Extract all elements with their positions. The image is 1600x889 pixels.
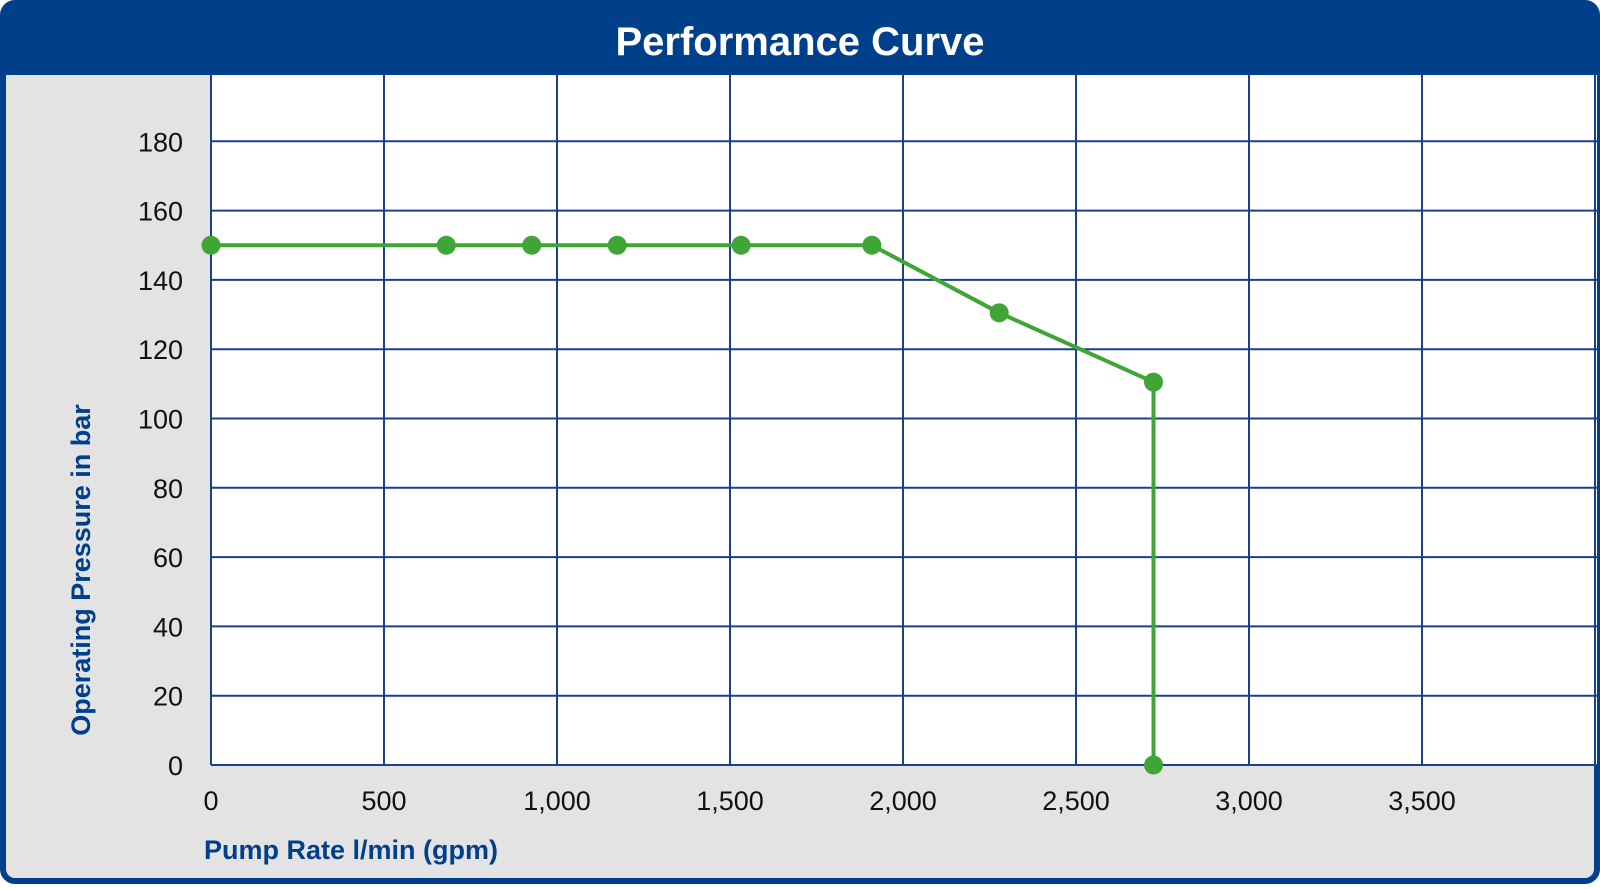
data-point [436, 235, 456, 255]
x-axis-title: Pump Rate l/min (gpm) [204, 835, 498, 865]
y-tick-label: 180 [138, 127, 183, 157]
data-point [201, 235, 221, 255]
data-point [1144, 755, 1164, 775]
grid-lines [210, 75, 1597, 766]
y-tick-label: 120 [138, 335, 183, 365]
y-tick-label: 100 [138, 405, 183, 435]
x-tick-label: 3,500 [1388, 786, 1456, 816]
x-tick-label: 2,500 [1042, 786, 1110, 816]
data-point [1144, 372, 1164, 392]
y-tick-label: 160 [138, 197, 183, 227]
y-tick-label: 140 [138, 266, 183, 296]
x-tick-label: 2,000 [869, 786, 937, 816]
x-tick-label: 1,000 [523, 786, 591, 816]
x-tick-label: 1,500 [696, 786, 764, 816]
data-point [862, 235, 882, 255]
y-tick-label: 20 [153, 682, 183, 712]
x-tick-label: 500 [361, 786, 406, 816]
y-tick-label: 80 [153, 474, 183, 504]
chart-title: Performance Curve [615, 20, 984, 64]
x-tick-label: 3,000 [1215, 786, 1283, 816]
data-point [607, 235, 627, 255]
y-tick-label: 0 [168, 751, 183, 781]
data-point [731, 235, 751, 255]
data-point [522, 235, 542, 255]
y-axis-title: Operating Pressure in bar [66, 404, 96, 736]
title-bar [3, 3, 1597, 75]
series-layer [201, 235, 1164, 775]
y-axis-ticks: 0 20 40 60 80 100 120 140 160 180 [138, 127, 183, 781]
x-tick-label: 0 [203, 786, 218, 816]
data-point [989, 303, 1009, 323]
y-tick-label: 40 [153, 612, 183, 642]
x-axis-ticks: 0 500 1,000 1,500 2,000 2,500 3,000 3,500 [203, 786, 1455, 816]
y-tick-label: 60 [153, 543, 183, 573]
